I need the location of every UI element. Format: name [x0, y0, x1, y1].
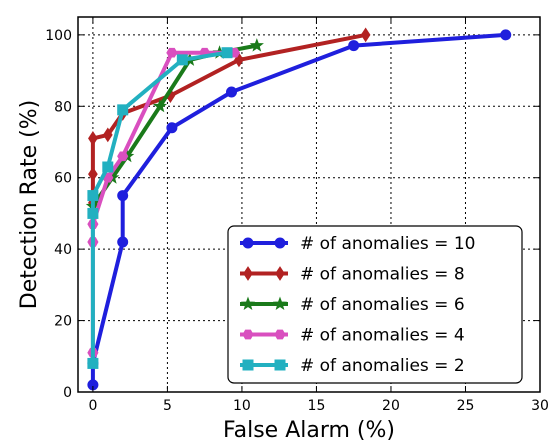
legend-label: # of anomalies = 2: [300, 356, 465, 376]
legend-item: # of anomalies = 2: [240, 356, 465, 376]
legend-item: # of anomalies = 4: [240, 326, 465, 346]
data-point: [88, 166, 98, 182]
y-tick-label: 100: [45, 28, 72, 44]
legend: # of anomalies = 10 # of anomalies = 8 # o…: [227, 225, 523, 384]
series-layer: [85, 27, 512, 391]
legend-label: # of anomalies = 8: [300, 265, 465, 285]
data-point: [221, 47, 233, 59]
y-tick-label: 80: [54, 99, 72, 115]
data-point: [348, 40, 360, 52]
data-point: [272, 296, 288, 311]
data-point: [274, 359, 286, 371]
y-tick-label: 60: [54, 171, 72, 187]
data-point: [117, 104, 129, 116]
series-line: [90, 32, 506, 385]
data-point: [88, 131, 98, 146]
legend-box: [227, 225, 523, 384]
legend-label: # of anomalies = 6: [300, 295, 465, 315]
x-tick-label: 20: [382, 398, 400, 414]
data-point: [87, 357, 99, 369]
data-point: [166, 122, 178, 134]
data-point: [240, 296, 256, 311]
data-point: [102, 127, 113, 143]
legend-label: # of anomalies = 4: [300, 326, 465, 346]
data-point: [166, 47, 178, 58]
data-point: [117, 151, 129, 162]
legend-item: # of anomalies = 8: [240, 265, 465, 285]
data-point: [226, 86, 238, 98]
data-point: [117, 190, 129, 202]
series-4: [87, 47, 241, 358]
data-point: [275, 266, 285, 281]
data-point: [176, 54, 188, 66]
x-tick-label: 5: [163, 398, 172, 414]
data-point: [274, 237, 286, 249]
data-point: [242, 359, 254, 371]
x-axis-title: False Alarm (%): [223, 418, 395, 443]
data-point: [249, 38, 264, 52]
series-2: [88, 27, 371, 211]
x-tick-label: 30: [531, 398, 549, 414]
series-5: [87, 47, 233, 369]
data-point: [102, 161, 114, 173]
x-tick-label: 25: [457, 398, 475, 414]
plot-frame: [77, 16, 541, 393]
data-point: [87, 190, 99, 202]
data-point: [243, 266, 253, 281]
data-point: [87, 207, 99, 219]
y-tick-label: 0: [63, 385, 72, 401]
data-point: [274, 329, 286, 340]
legend-label: # of anomalies = 10: [300, 234, 475, 254]
x-tick-label: 10: [233, 398, 251, 414]
x-tick-label: 15: [308, 398, 326, 414]
x-tick-label: 0: [88, 398, 97, 414]
data-point: [360, 27, 371, 43]
data-point: [242, 237, 254, 249]
y-tick-label: 40: [54, 242, 72, 258]
ticks: 0 5 10 15 20 25 30 0 20 40 60 80 100: [45, 17, 549, 414]
y-tick-label: 20: [54, 314, 72, 330]
y-axis-title: Detection Rate (%): [17, 100, 42, 309]
data-point: [152, 98, 168, 113]
data-point: [242, 329, 254, 340]
legend-item: # of anomalies = 10: [240, 234, 475, 254]
data-point: [500, 29, 512, 41]
legend-item: # of anomalies = 6: [240, 295, 465, 315]
data-point: [117, 236, 129, 248]
